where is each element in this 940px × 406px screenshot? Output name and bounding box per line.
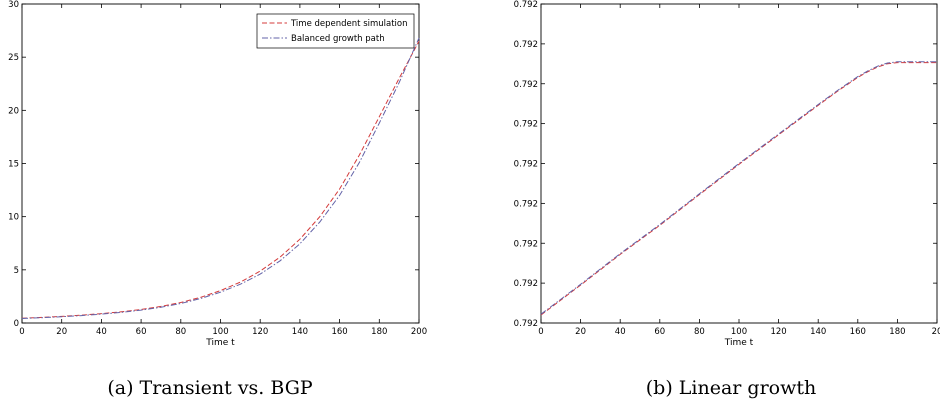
y-tick-label: 0.792 xyxy=(514,239,538,249)
x-tick-label: 20 xyxy=(56,327,67,337)
x-tick-label: 40 xyxy=(96,327,107,337)
panel-linear-growth: 0 20 40 60 80 100 120 140 160 180 20 0.792 0.792 0.79… xyxy=(514,0,940,348)
x-tick-label: 0 xyxy=(538,327,543,337)
x-tick-label: 100 xyxy=(212,327,228,337)
y-tick-label: 0 xyxy=(14,319,19,329)
x-tick-label: 20 xyxy=(932,327,940,337)
x-tick-label: 160 xyxy=(850,327,866,337)
x-tick-label: 100 xyxy=(731,327,747,337)
x-tick-label: 180 xyxy=(371,327,387,337)
x-tick-label: 140 xyxy=(292,327,308,337)
x-tick-label: 140 xyxy=(810,327,826,337)
legend-box xyxy=(256,13,415,49)
y-tick-label: 0.792 xyxy=(514,199,538,209)
series-line-bgp xyxy=(21,37,420,319)
y-tick-label: 5 xyxy=(14,266,19,276)
y-tick-label: 15 xyxy=(8,160,19,170)
x-tick-label: 80 xyxy=(175,327,186,337)
x-axis-label: Time t xyxy=(205,338,235,348)
x-axis-label: Time t xyxy=(724,338,754,348)
y-tick-label: 25 xyxy=(8,53,19,63)
x-tick-label: 120 xyxy=(770,327,786,337)
x-tick-label: 160 xyxy=(331,327,347,337)
x-tick-label: 20 xyxy=(575,327,586,337)
series-line-transient xyxy=(540,62,937,316)
y-tick-label: 0.792 xyxy=(514,279,538,289)
plot-frame xyxy=(21,3,420,324)
x-tick-label: 60 xyxy=(136,327,147,337)
x-tick-label: 40 xyxy=(615,327,626,337)
caption-right: (b) Linear growth xyxy=(646,377,816,399)
caption-left: (a) Transient vs. BGP xyxy=(107,377,313,399)
x-tick-label: 0 xyxy=(19,327,24,337)
y-tick-label: 0.792 xyxy=(514,160,538,170)
legend-label: Time dependent simulation xyxy=(290,19,408,29)
x-tick-label: 180 xyxy=(889,327,905,337)
y-tick-label: 30 xyxy=(8,0,19,10)
legend-label: Balanced growth path xyxy=(291,34,385,44)
x-tick-label: 200 xyxy=(411,327,427,337)
x-tick-label: 60 xyxy=(654,327,665,337)
y-tick-label: 10 xyxy=(8,213,19,223)
y-tick-label: 0.792 xyxy=(514,80,538,90)
legend: Time dependent simulation Balanced growth… xyxy=(256,13,415,49)
x-tick-label: 80 xyxy=(694,327,705,337)
x-tick-label: 120 xyxy=(252,327,268,337)
y-tick-label: 0.792 xyxy=(514,120,538,130)
y-tick-label: 0.792 xyxy=(514,40,538,50)
series-line-bgp xyxy=(540,61,937,315)
series-line-transient xyxy=(21,40,420,319)
plot-frame xyxy=(540,3,938,324)
y-tick-label: 0.792 xyxy=(514,319,538,329)
panel-transient-vs-bgp: 0 20 40 60 80 100 120 140 160 180 200 0 5 10 15 20 25 30 T… xyxy=(8,0,427,348)
y-tick-label: 20 xyxy=(8,106,19,116)
y-tick-label: 0.792 xyxy=(514,0,538,10)
